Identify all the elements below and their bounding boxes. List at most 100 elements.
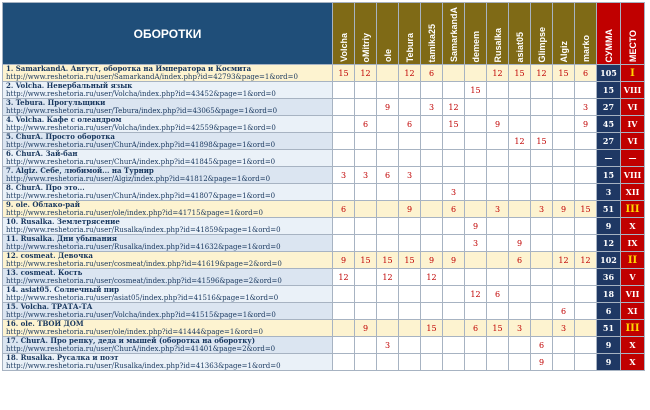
place-header-label: МЕСТО [627,29,638,63]
score-cell [420,336,443,355]
entry-cell: 1. SamarkandA. Август, оборотка на Импер… [2,64,333,83]
place-cell: III [620,200,645,219]
score-cell [508,115,531,134]
player-name: demem [470,30,481,63]
score-cell [486,217,509,236]
score-cell [530,183,553,202]
score-cell [398,98,421,117]
entry-title: 8. ChurA. Про это... [6,183,85,193]
place-cell: III [620,319,645,338]
score-cell [420,132,443,151]
score-cell [332,217,355,236]
score-cell [442,336,465,355]
entry-title: 5. ChurA. Просто оборотка [6,132,115,142]
score-cell [376,81,399,100]
score-cell: 15 [332,64,355,83]
entry-cell: 17. ChurA. Про репку, деда и мышей (обор… [2,336,333,355]
score-cell [464,183,487,202]
score-cell [442,81,465,100]
score-cell [376,234,399,253]
player-name: Algiz [558,40,569,63]
entry-link[interactable]: http://www.reshetoria.ru/user/Tebura/ind… [6,107,278,116]
entry-link[interactable]: http://www.reshetoria.ru/user/cosmeat/in… [6,260,282,269]
entry-title: 4. Volcha. Кафе с олеандром [6,115,122,125]
score-cell [552,285,575,304]
player-name: Rusalka [492,27,503,63]
score-cell: 3 [376,336,399,355]
score-cell [486,81,509,100]
score-cell [552,268,575,287]
entry-link[interactable]: http://www.reshetoria.ru/user/Algiz/inde… [6,175,271,184]
entry-link[interactable]: http://www.reshetoria.ru/user/cosmeat/in… [6,277,282,286]
entry-link[interactable]: http://www.reshetoria.ru/user/ChurA/inde… [6,192,276,201]
score-cell [398,285,421,304]
entry-link[interactable]: http://www.reshetoria.ru/user/Volcha/ind… [6,90,276,99]
score-cell [464,98,487,117]
results-table: ОБОРОТКИ Volcha oMitriy ole Tebura tamika25 S… [2,1,645,372]
score-cell [354,353,377,372]
entry-link[interactable]: http://www.reshetoria.ru/user/ChurA/inde… [6,141,276,150]
entry-cell: 9. ole. Облако-рай http://www.reshetoria.… [2,200,333,219]
score-cell [332,353,355,372]
entry-link[interactable]: http://www.reshetoria.ru/user/Volcha/ind… [6,124,276,133]
score-cell [486,183,509,202]
place-cell: VII [620,285,645,304]
score-cell: 12 [376,268,399,287]
score-cell [464,251,487,270]
score-cell [398,319,421,338]
score-cell [508,149,531,168]
score-cell: 15 [376,251,399,270]
table-row: 2. Volcha. Невербальный язык http://www.r… [2,81,645,100]
score-cell: 3 [442,183,465,202]
score-cell [486,302,509,321]
entry-link[interactable]: http://www.reshetoria.ru/user/ChurA/inde… [6,345,276,354]
entry-cell: 2. Volcha. Невербальный язык http://www.r… [2,81,333,100]
score-cell [442,353,465,372]
score-cell [442,149,465,168]
entry-link[interactable]: http://www.reshetoria.ru/user/Rusalka/in… [6,226,281,235]
entry-link[interactable]: http://www.reshetoria.ru/user/SamarkandA… [6,73,298,82]
place-cell: XI [620,302,645,321]
entry-link[interactable]: http://www.reshetoria.ru/user/asiat05/in… [6,294,279,303]
score-cell: 15 [398,251,421,270]
score-cell [354,234,377,253]
score-cell [486,132,509,151]
score-cell [420,183,443,202]
score-cell [508,353,531,372]
table-row: 16. ole. ТВОЙ ДОМ http://www.reshetoria.r… [2,319,645,338]
score-cell [486,166,509,185]
player-name: asiat05 [514,31,525,63]
table-row: 17. ChurA. Про репку, деда и мышей (обор… [2,336,645,355]
score-cell [376,302,399,321]
player-name: Tebura [404,32,415,63]
score-cell [530,319,553,338]
score-cell: 9 [508,234,531,253]
score-cell: 6 [486,285,509,304]
score-cell: 9 [574,115,597,134]
entry-link[interactable]: http://www.reshetoria.ru/user/ole/index.… [6,328,263,337]
score-cell [442,217,465,236]
score-cell [442,302,465,321]
place-cell: — [620,149,645,168]
table-row: 13. cosmeat. Кость http://www.reshetoria.… [2,268,645,287]
score-cell [420,149,443,168]
entry-title: 17. ChurA. Про репку, деда и мышей (обор… [6,336,256,346]
score-cell: 12 [420,268,443,287]
entry-link[interactable]: http://www.reshetoria.ru/user/Rusalka/in… [6,243,281,252]
entry-link[interactable]: http://www.reshetoria.ru/user/Volcha/ind… [6,311,276,320]
score-cell [530,149,553,168]
entry-link[interactable]: http://www.reshetoria.ru/user/ChurA/inde… [6,158,276,167]
place-cell: X [620,217,645,236]
entry-link[interactable]: http://www.reshetoria.ru/user/ole/index.… [6,209,263,218]
score-cell [398,217,421,236]
place-cell: IV [620,115,645,134]
score-cell [552,234,575,253]
table-row: 6. ChurA. Зай-бан http://www.reshetoria.r… [2,149,645,168]
score-cell [332,302,355,321]
score-cell [508,285,531,304]
entry-link[interactable]: http://www.reshetoria.ru/user/Rusalka/in… [6,362,281,371]
score-cell [332,98,355,117]
entry-cell: 12. cosmeat. Девочка http://www.reshetori… [2,251,333,270]
score-cell [332,132,355,151]
score-cell [398,302,421,321]
